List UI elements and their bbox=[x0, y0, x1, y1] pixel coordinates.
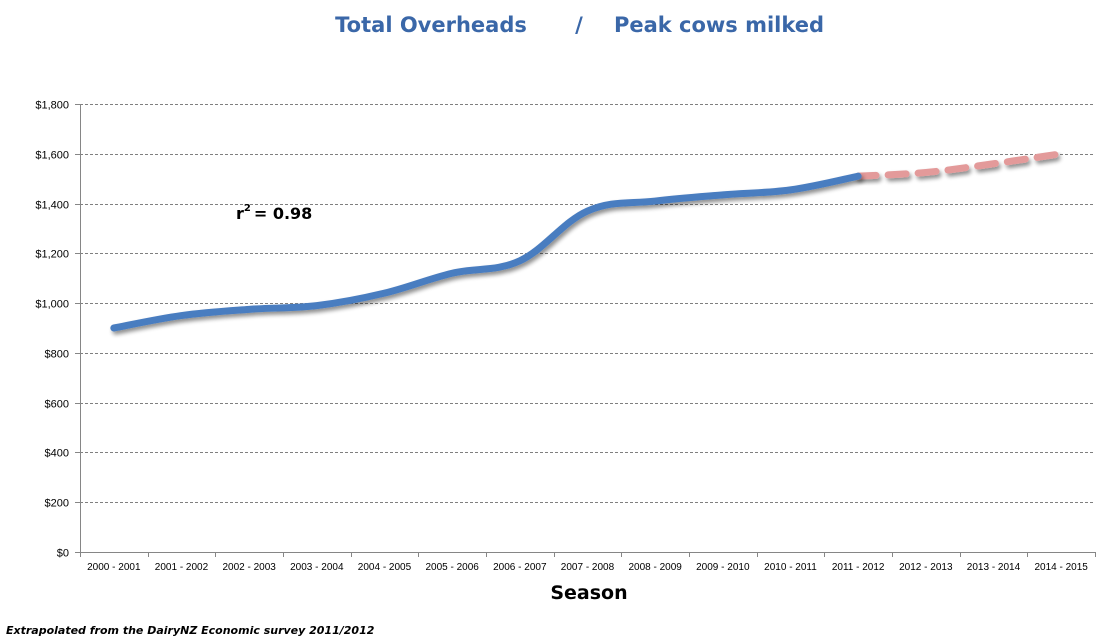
series-line-extrapolated bbox=[854, 150, 1065, 180]
x-tick-label: 2012 - 2013 bbox=[899, 562, 953, 573]
y-tick-label: $0 bbox=[57, 548, 69, 560]
chart-title-left: Total Overheads bbox=[335, 13, 527, 37]
x-tick-label: 2006 - 2007 bbox=[493, 562, 547, 573]
y-tick-label: $200 bbox=[45, 498, 69, 510]
x-axis: 2000 - 2001 2001 - 2002 2002 - 2003 2003 - … bbox=[80, 552, 1096, 573]
y-tick-label: $1,800 bbox=[35, 100, 69, 112]
x-tick-label: 2003 - 2004 bbox=[290, 562, 344, 573]
y-tick-label: $1,000 bbox=[35, 299, 69, 311]
x-tick-label: 2013 - 2014 bbox=[967, 562, 1021, 573]
x-tick-label: 2004 - 2005 bbox=[358, 562, 412, 573]
source-note: Extrapolated from the DairyNZ Economic s… bbox=[6, 624, 375, 637]
r-squared-superscript: 2 bbox=[244, 203, 251, 214]
r-squared-annotation: r2 = 0.98 bbox=[236, 203, 312, 223]
x-tick-label: 2007 - 2008 bbox=[561, 562, 615, 573]
x-tick-label: 2001 - 2002 bbox=[155, 562, 209, 573]
r-squared-base: r bbox=[236, 204, 244, 223]
chart-title-right: Peak cows milked bbox=[614, 13, 824, 37]
x-tick-label: 2008 - 2009 bbox=[628, 562, 682, 573]
x-tick-label: 2010 - 2011 bbox=[764, 562, 817, 573]
y-axis: $0 $200 $400 $600 $800 $1,000 $1,200 $1,400 $1,6… bbox=[35, 100, 81, 560]
x-tick-label: 2000 - 2001 bbox=[87, 562, 141, 573]
x-tick-label: 2009 - 2010 bbox=[696, 562, 750, 573]
series-group bbox=[110, 150, 1065, 332]
chart-title-separator: / bbox=[575, 13, 583, 37]
y-tick-label: $1,600 bbox=[35, 150, 69, 162]
r-squared-value: = 0.98 bbox=[254, 204, 312, 223]
y-tick-label: $600 bbox=[45, 399, 69, 411]
series-line-actual bbox=[110, 172, 862, 332]
x-tick-label: 2011 - 2012 bbox=[832, 562, 885, 573]
x-tick-label: 2014 - 2015 bbox=[1034, 562, 1088, 573]
y-tick-label: $1,400 bbox=[35, 200, 69, 212]
y-tick-label: $1,200 bbox=[35, 249, 69, 261]
y-tick-label: $800 bbox=[45, 349, 69, 361]
x-tick-label: 2005 - 2006 bbox=[425, 562, 479, 573]
x-tick-label: 2002 - 2003 bbox=[222, 562, 276, 573]
x-axis-title: Season bbox=[550, 582, 627, 604]
y-tick-label: $400 bbox=[45, 448, 69, 460]
gridlines bbox=[80, 104, 1095, 503]
